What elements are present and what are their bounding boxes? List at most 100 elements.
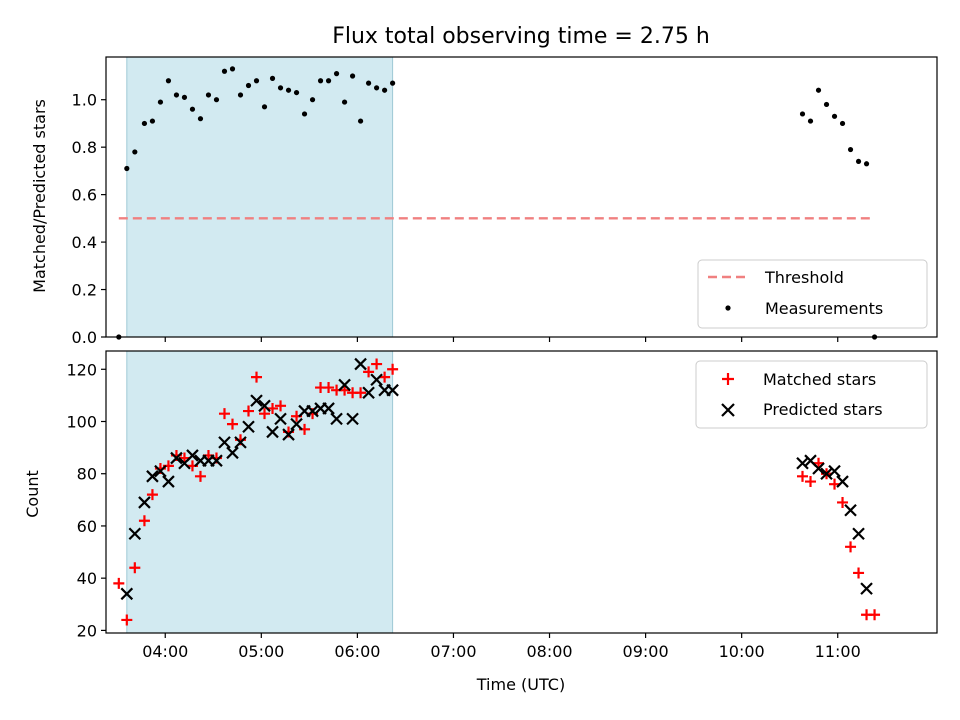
predicted-star-point: [370, 373, 383, 386]
y-tick-label: 0.0: [72, 328, 97, 347]
measurement-point: [365, 80, 372, 86]
predicted-star-point: [218, 436, 231, 449]
matched-star-point: [218, 408, 230, 420]
predicted-star-point: [386, 383, 399, 397]
matched-star-point: [869, 609, 881, 621]
measurement-point: [373, 85, 380, 91]
y-tick-label: 0.8: [72, 138, 97, 157]
top-y-ticks: 0.0 0.2 0.4 0.6 0.8 1.0: [72, 91, 106, 347]
measurement-point: [863, 161, 870, 167]
matched-star-point: [146, 489, 158, 501]
measurement-point: [149, 118, 156, 124]
predicted-star-point: [186, 449, 199, 462]
measurement-point: [325, 78, 332, 84]
predicted-star-point: [234, 436, 247, 449]
matched-star-point: [243, 405, 255, 417]
matched-star-point: [121, 614, 133, 626]
predicted-star-point: [120, 587, 134, 601]
predicted-star-point: [820, 467, 833, 480]
predicted-star-point: [226, 446, 239, 460]
matched-star-point: [226, 418, 238, 430]
y-tick-label: 1.0: [72, 91, 97, 110]
bottom-legend: Matched stars Predicted stars: [695, 360, 928, 429]
legend-predicted-swatch: [721, 403, 735, 417]
measurement-point: [165, 78, 172, 84]
top-legend-box: [697, 259, 928, 329]
measurement-point: [390, 80, 396, 86]
x-tick-label: 06:00: [334, 642, 380, 661]
matched-star-point: [267, 402, 279, 414]
measurement-point: [229, 66, 236, 72]
measurement-point: [213, 97, 220, 103]
bottom-y-ticks: 20 40 60 80 100 120: [66, 360, 106, 640]
measurement-point: [197, 116, 204, 122]
measurement-point: [157, 99, 164, 105]
matched-star-point: [363, 366, 375, 378]
matched-star-point: [275, 400, 287, 412]
measurement-point: [823, 101, 830, 108]
legend-measurements-swatch: [725, 305, 731, 311]
matched-star-point: [259, 408, 271, 420]
x-tick-label: 11:00: [815, 642, 861, 661]
bottom-axes-frame: [105, 350, 938, 634]
predicted-star-point: [162, 475, 175, 488]
measurement-point: [799, 111, 806, 117]
matched-star-point: [845, 541, 857, 553]
predicted-star-point: [290, 417, 303, 431]
predicted-star-point: [306, 404, 319, 418]
predicted-star-point: [852, 527, 865, 541]
measurement-point: [807, 118, 814, 124]
y-tick-label: 120: [66, 360, 97, 379]
measurement-point: [815, 87, 822, 93]
x-tick-label: 10:00: [719, 642, 765, 661]
predicted-star-point: [128, 527, 142, 541]
predicted-star-point: [338, 378, 351, 392]
measurement-point: [173, 92, 180, 98]
measurement-point: [317, 78, 324, 84]
measurement-point: [382, 87, 388, 93]
predicted-star-point: [258, 399, 271, 413]
top-axes-frame: [105, 56, 938, 338]
predicted-star-point: [250, 394, 263, 407]
x-tick-label: 07:00: [430, 642, 476, 661]
measurement-point: [831, 113, 838, 119]
predicted-star-point: [266, 425, 279, 439]
predicted-star-point: [844, 504, 857, 517]
measurement-point: [855, 158, 862, 165]
y-tick-label: 0.2: [72, 281, 97, 300]
y-tick-label: 20: [77, 621, 97, 640]
legend-threshold-label: Threshold: [764, 268, 844, 287]
matched-star-point: [853, 567, 865, 579]
matched-star-point: [113, 577, 125, 589]
measurement-point: [245, 82, 252, 89]
matched-star-point: [387, 363, 399, 375]
measurement-point: [181, 94, 188, 100]
measurement-point: [341, 99, 348, 105]
predicted-star-point: [154, 464, 167, 478]
x-tick-label: 09:00: [623, 642, 669, 661]
y-tick-label: 60: [77, 517, 97, 536]
matched-star-point: [129, 562, 141, 574]
predicted-star-point: [796, 457, 809, 470]
measurement-point: [277, 85, 284, 91]
bottom-panel: 20 40 60 80 100 120 04:00 05:00 06:00 07:00 08:00…: [23, 350, 938, 694]
measurement-point: [293, 89, 300, 96]
measurement-point: [261, 104, 268, 110]
y-tick-label: 100: [66, 413, 97, 432]
matched-star-point: [805, 476, 817, 488]
predicted-star-point: [812, 462, 825, 475]
x-tick-label: 04:00: [142, 642, 188, 661]
measurement-point: [301, 111, 308, 117]
measurement-point: [357, 118, 364, 124]
matched-star-point: [138, 515, 150, 527]
measurement-point: [847, 146, 854, 153]
measurement-point: [205, 92, 212, 98]
predicted-star-point: [210, 454, 223, 467]
predicted-star-point: [346, 412, 359, 426]
predicted-star-point: [322, 402, 335, 415]
measurement-point: [309, 97, 316, 103]
bottom-x-ticks: 04:00 05:00 06:00 07:00 08:00 09:00 10:00 11:00: [142, 633, 861, 661]
matched-star-point: [379, 371, 391, 383]
top-legend: Threshold Measurements: [697, 259, 928, 329]
